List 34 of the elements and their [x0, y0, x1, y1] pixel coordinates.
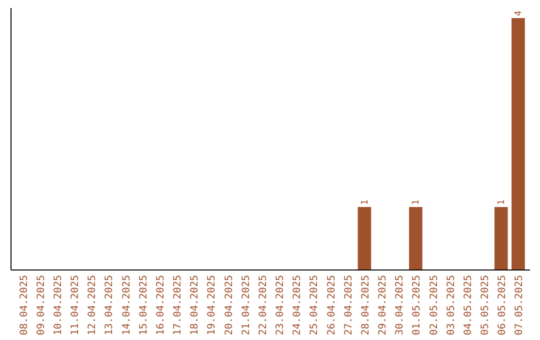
x-tick-label: 28.04.2025 [360, 275, 372, 336]
data-label: 1 [360, 200, 370, 206]
x-tick-label: 20.04.2025 [224, 275, 235, 336]
x-tick-label: 29.04.2025 [378, 275, 389, 336]
x-tick-label: 04.05.2025 [462, 275, 474, 336]
x-tick-label: 01.05.2025 [412, 275, 423, 336]
data-label: 4 [514, 10, 524, 16]
x-tick-label: 09.04.2025 [36, 275, 47, 336]
x-tick-label: 19.04.2025 [206, 275, 218, 336]
x-tick-label: 17.04.2025 [172, 275, 184, 336]
x-tick-label: 12.04.2025 [87, 275, 98, 336]
x-tick-label: 24.04.2025 [292, 275, 304, 336]
x-tick-label: 07.05.2025 [514, 275, 526, 336]
x-tick-label: 14.04.2025 [121, 275, 132, 336]
x-tick-label: 11.04.2025 [70, 275, 82, 336]
x-tick-label: 30.04.2025 [394, 275, 406, 336]
x-tick-label: 18.04.2025 [190, 275, 201, 336]
x-tick-label: 06.05.2025 [497, 275, 508, 336]
x-tick-label: 22.04.2025 [258, 275, 269, 336]
x-tick-label: 03.05.2025 [446, 275, 457, 336]
x-tick-label: 16.04.2025 [155, 275, 166, 336]
x-tick-label: 02.05.2025 [428, 275, 440, 336]
x-tick-label: 08.04.2025 [18, 275, 30, 336]
x-tick-label: 21.04.2025 [240, 275, 252, 336]
x-tick-label: 10.04.2025 [52, 275, 64, 336]
data-label: 1 [412, 200, 422, 206]
x-tick-label: 15.04.2025 [138, 275, 150, 336]
x-tick-label: 25.04.2025 [309, 275, 320, 336]
x-tick-label: 27.04.2025 [343, 275, 354, 336]
x-tick-label: 05.05.2025 [480, 275, 492, 336]
x-tick-label: 26.04.2025 [326, 275, 338, 336]
x-tick-label: 23.04.2025 [275, 275, 286, 336]
x-tick-label: 13.04.2025 [104, 275, 116, 336]
data-label: 1 [497, 200, 508, 206]
